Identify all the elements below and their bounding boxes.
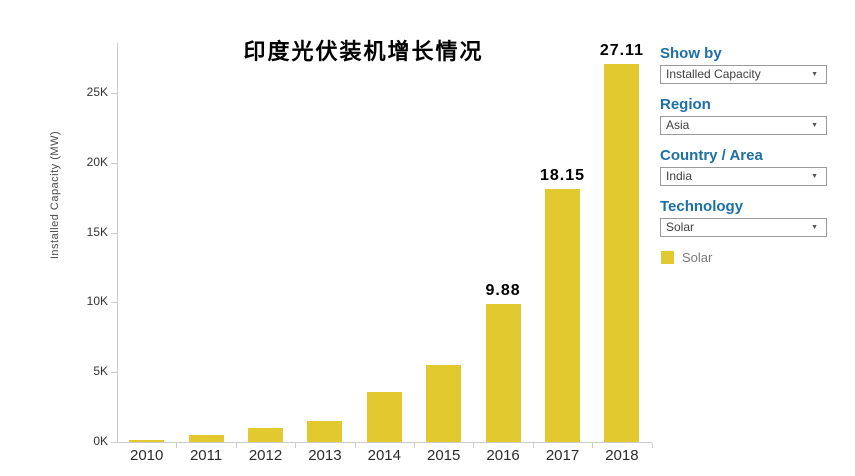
- filter-heading-region: Region: [660, 96, 711, 113]
- bar-value-label-2018: 27.11: [599, 41, 644, 59]
- x-tick-mark: [473, 443, 474, 448]
- filter-heading-technology: Technology: [660, 198, 744, 215]
- bar-2017[interactable]: [545, 188, 580, 442]
- filter-group-country-area: Country / Area India ▼: [660, 147, 827, 186]
- filter-group-region: Region Asia ▼: [660, 96, 827, 135]
- bar-2012[interactable]: [248, 428, 283, 442]
- bar-2011[interactable]: [188, 435, 224, 442]
- dropdown-country-area-value: India: [666, 169, 693, 183]
- x-axis-label-2010: 2010: [130, 447, 164, 464]
- dropdown-show-by[interactable]: Installed Capacity ▼: [660, 65, 827, 84]
- filter-group-technology: Technology Solar ▼: [660, 198, 827, 237]
- y-tick-mark: [111, 302, 117, 304]
- x-axis-label-2014: 2014: [367, 447, 401, 464]
- x-axis-label-2017: 2017: [545, 447, 580, 464]
- y-tick-label: 0K: [93, 434, 108, 448]
- filter-heading-show-by: Show by: [660, 45, 722, 62]
- x-tick-mark: [652, 443, 653, 448]
- x-axis-label-2016: 2016: [486, 447, 520, 464]
- y-tick-label: 20K: [86, 154, 108, 169]
- x-axis-label-2011: 2011: [189, 447, 223, 464]
- x-axis-label-2018: 2018: [605, 447, 639, 464]
- x-tick-mark: [236, 443, 237, 448]
- y-tick-label: 15K: [86, 224, 108, 239]
- x-tick-mark: [295, 443, 296, 448]
- dropdown-country-area[interactable]: India ▼: [660, 167, 827, 186]
- filter-heading-country-area: Country / Area: [660, 147, 763, 164]
- dropdown-technology-value: Solar: [666, 220, 695, 234]
- y-tick-mark: [111, 442, 117, 443]
- bar-2010[interactable]: [129, 440, 165, 442]
- dropdown-region[interactable]: Asia ▼: [660, 116, 827, 135]
- bar-value-label-2017: 18.15: [539, 166, 586, 184]
- x-tick-mark: [533, 443, 534, 448]
- y-tick-mark: [111, 93, 117, 94]
- x-axis-label-2012: 2012: [248, 447, 283, 464]
- x-axis-label-2015: 2015: [427, 447, 461, 464]
- y-axis-title: Installed Capacity (MW): [49, 130, 61, 260]
- y-tick-mark: [111, 162, 117, 164]
- bar-value-label-2016: 9.88: [485, 282, 521, 300]
- bar-2014[interactable]: [366, 391, 402, 442]
- y-tick-label: 25K: [86, 85, 108, 99]
- chevron-down-icon: ▼: [811, 122, 818, 129]
- bar-2018[interactable]: [604, 63, 640, 442]
- dropdown-region-value: Asia: [666, 118, 690, 132]
- chevron-down-icon: ▼: [811, 224, 818, 231]
- dropdown-show-by-value: Installed Capacity: [666, 67, 761, 81]
- x-tick-mark: [414, 443, 415, 448]
- x-tick-mark: [592, 443, 593, 448]
- legend[interactable]: Solar: [661, 250, 821, 266]
- legend-label: Solar: [682, 250, 713, 265]
- bar-2016[interactable]: [485, 304, 521, 442]
- filter-group-show-by: Show by Installed Capacity ▼: [660, 45, 827, 84]
- legend-color-swatch: [661, 251, 674, 264]
- bar-2015[interactable]: [426, 365, 462, 442]
- y-tick-label: 5K: [93, 364, 108, 379]
- y-tick-mark: [111, 372, 117, 374]
- x-axis-label-2013: 2013: [308, 447, 342, 464]
- chart-title: 印度光伏装机增长情况: [243, 39, 484, 64]
- y-axis-line: [117, 43, 118, 442]
- x-tick-mark: [176, 443, 177, 448]
- chevron-down-icon: ▼: [811, 71, 818, 78]
- x-axis-line: [117, 442, 652, 443]
- x-tick-mark: [355, 443, 356, 448]
- dropdown-technology[interactable]: Solar ▼: [660, 218, 827, 237]
- y-tick-mark: [111, 232, 117, 234]
- chevron-down-icon: ▼: [811, 173, 818, 180]
- y-tick-label: 10K: [86, 294, 108, 309]
- bar-2013[interactable]: [307, 421, 343, 442]
